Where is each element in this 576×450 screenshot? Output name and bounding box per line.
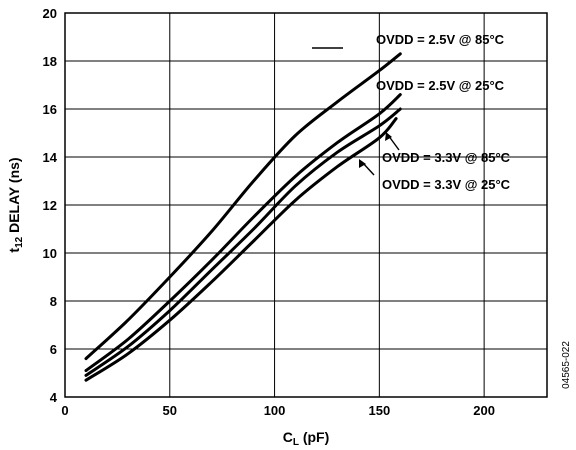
x-tick-label: 200 [473, 403, 495, 418]
label-ovdd-2v5-25c: OVDD = 2.5V @ 25°C [376, 78, 505, 93]
figure-id: 04565-022 [561, 341, 572, 389]
y-tick-label: 4 [50, 390, 58, 405]
x-tick-label: 50 [163, 403, 177, 418]
y-tick-label: 10 [43, 246, 57, 261]
arrow-3v3-25c [359, 159, 375, 176]
y-axis-title: t12 DELAY (ns) [6, 157, 25, 252]
series-line-1 [84, 93, 402, 373]
series-line-0 [84, 52, 402, 361]
data-series [84, 52, 402, 382]
x-axis-title: CL (pF) [283, 429, 330, 448]
y-tick-label: 16 [43, 102, 57, 117]
tick-labels: 0 50 100 150 200 4 6 8 10 12 14 16 18 20 [43, 6, 495, 418]
x-tick-label: 150 [368, 403, 390, 418]
x-tick-label: 0 [61, 403, 68, 418]
y-tick-label: 20 [43, 6, 57, 21]
label-ovdd-3v3-85c: OVDD = 3.3V @ 85°C [382, 150, 511, 165]
y-tick-label: 18 [43, 54, 57, 69]
series-line-3 [84, 117, 398, 382]
label-ovdd-3v3-25c: OVDD = 3.3V @ 25°C [382, 177, 511, 192]
label-ovdd-2v5-85c: OVDD = 2.5V @ 85°C [376, 32, 505, 47]
series-line-2 [84, 107, 402, 377]
plot-frame [64, 12, 548, 398]
x-tick-label: 100 [264, 403, 286, 418]
arrow-3v3-85c [385, 132, 400, 151]
y-tick-label: 14 [43, 150, 58, 165]
y-tick-label: 6 [50, 342, 57, 357]
y-tick-label: 8 [50, 294, 57, 309]
y-tick-label: 12 [43, 198, 57, 213]
